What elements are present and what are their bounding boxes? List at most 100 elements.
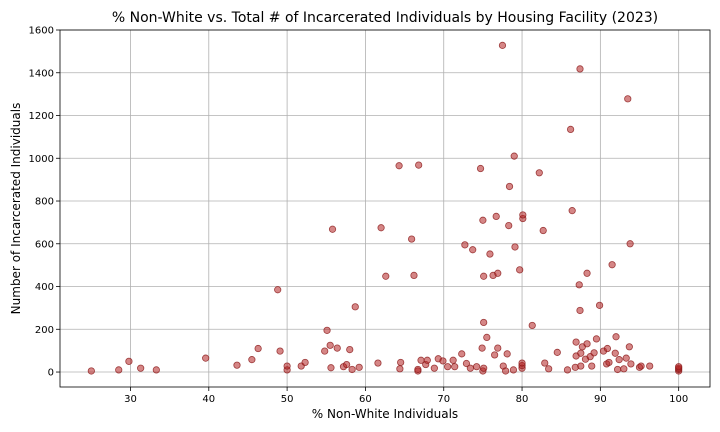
data-points	[87, 41, 683, 375]
x-tick-label: 70	[437, 394, 450, 405]
y-tick-label: 800	[35, 197, 54, 208]
data-point	[608, 261, 616, 269]
data-point	[479, 216, 487, 224]
x-tick-label: 80	[516, 394, 529, 405]
data-point	[480, 272, 488, 280]
data-point	[624, 95, 632, 103]
data-point	[377, 224, 385, 232]
data-point	[458, 350, 466, 358]
data-point	[125, 357, 133, 365]
x-tick-label: 30	[124, 394, 137, 405]
data-point	[516, 266, 524, 274]
data-point	[567, 125, 575, 134]
data-point	[576, 65, 584, 73]
data-point	[509, 366, 518, 374]
data-point	[505, 182, 514, 191]
data-point	[343, 360, 351, 369]
data-point	[553, 348, 561, 356]
data-point	[511, 243, 519, 251]
x-tick-label: 90	[594, 394, 607, 405]
data-point	[333, 344, 341, 352]
data-point	[626, 240, 634, 248]
y-axis-ticks: 0 200 400 600 800 1000 1200 1400 1600	[29, 26, 60, 379]
y-tick-label: 400	[35, 282, 54, 293]
data-point	[327, 364, 335, 372]
data-point	[87, 367, 95, 375]
data-point	[254, 344, 262, 353]
data-point	[449, 356, 457, 364]
data-point	[374, 359, 382, 367]
data-point	[620, 365, 628, 373]
data-point	[351, 303, 359, 311]
grid-lines	[60, 29, 710, 387]
data-point	[583, 269, 591, 277]
data-point	[395, 162, 403, 170]
data-point	[274, 286, 282, 294]
y-tick-label: 1000	[29, 154, 54, 165]
data-point	[572, 338, 580, 346]
data-point	[510, 152, 518, 160]
x-tick-label: 100	[669, 394, 688, 405]
data-point	[577, 362, 585, 370]
data-point	[283, 362, 291, 370]
data-point	[622, 354, 630, 362]
data-point	[568, 207, 576, 215]
x-tick-label: 50	[281, 394, 294, 405]
data-point	[415, 161, 423, 169]
data-point	[480, 364, 488, 372]
data-point	[528, 321, 536, 330]
data-point	[480, 318, 488, 327]
data-point	[613, 365, 622, 374]
data-point	[469, 246, 477, 254]
data-point	[328, 225, 337, 233]
x-tick-label: 40	[202, 394, 215, 405]
data-point	[348, 365, 356, 374]
data-point	[502, 367, 510, 375]
data-point	[137, 364, 145, 372]
data-point	[563, 366, 572, 374]
data-point	[473, 363, 481, 371]
data-point	[545, 365, 553, 373]
data-point	[382, 272, 390, 280]
y-tick-label: 1400	[29, 68, 54, 79]
data-point	[498, 41, 507, 49]
data-point	[444, 363, 452, 371]
data-point	[625, 343, 633, 351]
data-point	[451, 363, 459, 371]
data-point	[646, 362, 654, 370]
data-point	[346, 345, 354, 354]
data-point	[539, 226, 547, 235]
data-point	[612, 333, 620, 341]
data-point	[583, 340, 591, 348]
data-point	[423, 356, 431, 364]
data-point	[248, 356, 256, 364]
data-point	[577, 349, 585, 357]
data-point	[575, 281, 583, 289]
data-point	[518, 359, 526, 367]
x-axis-label: % Non-White Individuals	[312, 407, 458, 421]
data-point	[414, 365, 422, 374]
chart-title: % Non-White vs. Total # of Incarcerated …	[112, 10, 658, 26]
data-point	[505, 222, 513, 230]
data-point	[492, 212, 500, 221]
data-point	[615, 356, 623, 364]
data-point	[590, 349, 598, 357]
data-point	[466, 364, 474, 372]
data-point	[541, 359, 549, 367]
y-tick-label: 1600	[29, 26, 54, 37]
data-point	[491, 351, 499, 359]
data-point	[462, 359, 471, 368]
data-point	[115, 366, 123, 374]
data-point	[486, 250, 494, 258]
data-point	[576, 306, 584, 315]
data-point	[152, 366, 160, 374]
y-tick-label: 200	[35, 325, 54, 336]
plot-frame	[59, 29, 711, 388]
data-point	[233, 361, 241, 369]
data-point	[627, 360, 635, 368]
y-tick-label: 1200	[29, 111, 54, 122]
data-point	[519, 211, 527, 219]
data-point	[592, 335, 601, 343]
data-point	[611, 349, 619, 357]
